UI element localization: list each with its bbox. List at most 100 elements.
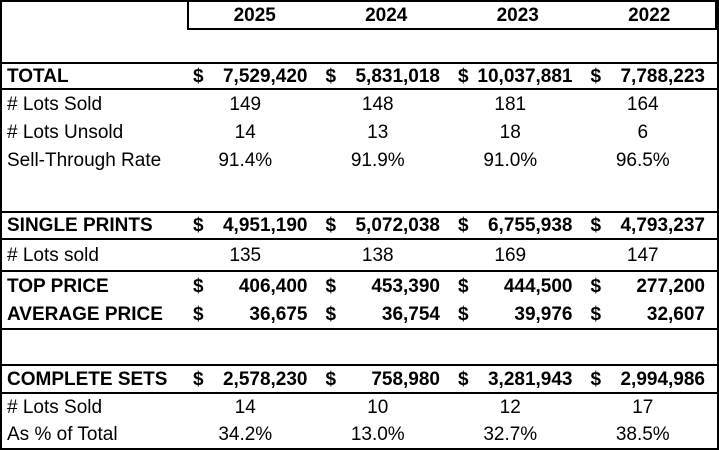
money-cell[interactable]: $2,578,230: [187, 366, 320, 392]
row-label[interactable]: As % of Total: [7, 424, 118, 445]
money-cell[interactable]: $453,390: [320, 272, 453, 300]
sp-lots-sold-row: # Lots sold 135 138 169 147: [2, 240, 717, 270]
count-cell[interactable]: 135: [229, 244, 262, 266]
money-cell[interactable]: $36,754: [320, 300, 453, 328]
amount: 32,607: [646, 303, 705, 325]
money-cell[interactable]: $3,281,943: [452, 366, 585, 392]
currency-symbol: $: [458, 65, 469, 87]
count-cell[interactable]: 138: [361, 244, 394, 266]
percent-cell[interactable]: 91.4%: [218, 149, 273, 171]
money-cell[interactable]: $758,980: [320, 366, 453, 392]
count-cell[interactable]: 148: [361, 93, 394, 115]
average-price-row: AVERAGE PRICE $36,675 $36,754 $39,976 $3…: [2, 300, 717, 328]
row-label[interactable]: AVERAGE PRICE: [7, 303, 163, 325]
row-label[interactable]: # Lots Unsold: [7, 121, 124, 143]
percent-cell[interactable]: 34.2%: [218, 424, 273, 445]
currency-symbol: $: [325, 303, 337, 325]
amount: 2,578,230: [222, 368, 308, 390]
row-label[interactable]: # Lots Sold: [7, 397, 103, 418]
count-cell[interactable]: 18: [499, 121, 521, 143]
count-cell[interactable]: 169: [494, 244, 527, 266]
amount: 2,994,986: [620, 368, 705, 390]
amount: 5,831,018: [355, 65, 440, 87]
year-header[interactable]: 2024: [365, 4, 408, 26]
money-cell[interactable]: $10,037,881: [452, 64, 585, 88]
amount: 277,200: [636, 275, 705, 297]
currency-symbol: $: [590, 275, 602, 297]
money-cell[interactable]: $7,788,223: [585, 64, 718, 88]
currency-symbol: $: [193, 275, 204, 297]
row-label[interactable]: COMPLETE SETS: [7, 368, 168, 390]
currency-symbol: $: [193, 65, 204, 87]
amount: 4,793,237: [620, 215, 705, 236]
prices-box: TOP PRICE $406,400 $453,390 $444,500 $27…: [2, 270, 717, 330]
money-cell[interactable]: $406,400: [187, 272, 320, 300]
money-cell[interactable]: $444,500: [452, 272, 585, 300]
count-cell[interactable]: 17: [632, 397, 654, 418]
percent-cell[interactable]: 91.9%: [350, 149, 405, 171]
amount: 6,755,938: [487, 215, 573, 236]
percent-cell[interactable]: 13.0%: [350, 424, 405, 445]
currency-symbol: $: [325, 65, 337, 87]
count-cell[interactable]: 181: [494, 93, 527, 115]
row-label[interactable]: # Lots sold: [7, 244, 99, 266]
year-header[interactable]: 2023: [496, 4, 539, 26]
corner-cell[interactable]: [2, 2, 187, 30]
currency-symbol: $: [325, 368, 337, 390]
money-cell[interactable]: $36,675: [187, 300, 320, 328]
percent-cell[interactable]: 91.0%: [483, 149, 538, 171]
currency-symbol: $: [590, 215, 602, 236]
year-header-box: 2025 2024 2023 2022: [187, 2, 717, 30]
count-cell[interactable]: 14: [234, 397, 256, 418]
lots-unsold-row: # Lots Unsold 14 13 18 6: [2, 118, 717, 146]
money-cell[interactable]: $32,607: [585, 300, 718, 328]
count-cell[interactable]: 14: [234, 121, 256, 143]
amount: 36,754: [381, 303, 440, 325]
lots-sold-row: # Lots Sold 149 148 181 164: [2, 90, 717, 118]
amount: 36,675: [249, 303, 308, 325]
year-header[interactable]: 2022: [628, 4, 671, 26]
count-cell[interactable]: 147: [626, 244, 659, 266]
count-cell[interactable]: 149: [229, 93, 262, 115]
spacer: [2, 174, 717, 211]
row-label[interactable]: Sell-Through Rate: [7, 149, 162, 171]
year-header[interactable]: 2025: [233, 4, 276, 26]
percent-cell[interactable]: 38.5%: [615, 424, 670, 445]
sell-through-row: Sell-Through Rate 91.4% 91.9% 91.0% 96.5…: [2, 146, 717, 174]
currency-symbol: $: [193, 368, 204, 390]
count-cell[interactable]: 6: [637, 121, 649, 143]
count-cell[interactable]: 12: [499, 397, 521, 418]
amount: 453,390: [371, 275, 440, 297]
year-header-row: 2025 2024 2023 2022: [2, 2, 717, 30]
money-cell[interactable]: $39,976: [452, 300, 585, 328]
money-cell[interactable]: $7,529,420: [187, 64, 320, 88]
amount: 758,980: [371, 368, 440, 390]
amount: 444,500: [503, 275, 573, 297]
amount: 5,072,038: [355, 215, 440, 236]
money-cell[interactable]: $5,831,018: [320, 64, 453, 88]
count-cell[interactable]: 13: [367, 121, 389, 143]
money-cell[interactable]: $4,951,190: [187, 213, 320, 238]
money-cell[interactable]: $5,072,038: [320, 213, 453, 238]
cs-lots-sold-row: # Lots Sold 14 10 12 17: [2, 394, 717, 421]
currency-symbol: $: [193, 215, 204, 236]
row-label[interactable]: # Lots Sold: [7, 93, 103, 115]
money-cell[interactable]: $2,994,986: [585, 366, 718, 392]
single-prints-row: SINGLE PRINTS $4,951,190 $5,072,038 $6,7…: [2, 211, 717, 240]
money-cell[interactable]: $277,200: [585, 272, 718, 300]
row-label[interactable]: TOTAL: [7, 65, 69, 87]
currency-symbol: $: [325, 275, 337, 297]
money-cell[interactable]: $6,755,938: [452, 213, 585, 238]
amount: 7,788,223: [620, 65, 705, 87]
percent-cell[interactable]: 32.7%: [483, 424, 538, 445]
count-cell[interactable]: 10: [367, 397, 389, 418]
percent-cell[interactable]: 96.5%: [615, 149, 670, 171]
row-label[interactable]: SINGLE PRINTS: [7, 215, 153, 236]
pct-of-total-row: As % of Total 34.2% 13.0% 32.7% 38.5%: [2, 421, 717, 448]
count-cell[interactable]: 164: [626, 93, 659, 115]
spacer: [2, 30, 717, 62]
currency-symbol: $: [458, 303, 469, 325]
complete-sets-row: COMPLETE SETS $2,578,230 $758,980 $3,281…: [2, 364, 717, 394]
row-label[interactable]: TOP PRICE: [7, 275, 109, 297]
money-cell[interactable]: $4,793,237: [585, 213, 718, 238]
